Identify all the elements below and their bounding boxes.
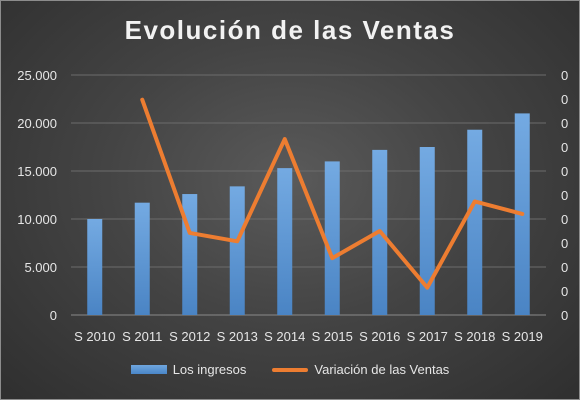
legend-item-variacion: Variación de las Ventas (272, 362, 449, 377)
legend-swatch-variacion (272, 367, 309, 372)
legend-swatch-ingresos (130, 365, 167, 374)
x-tick-label: S 2016 (359, 329, 400, 344)
y-tick-label: 20.000 (17, 116, 57, 131)
bar (324, 161, 340, 315)
y-right-tick-label: 0 (561, 164, 568, 179)
y-right-tick-label: 0 (561, 260, 568, 275)
y-right-tick-label: 0 (561, 68, 568, 83)
y-right-tick-label: 0 (561, 116, 568, 131)
chart-legend: Los ingresos Variación de las Ventas (1, 362, 579, 377)
x-tick-label: S 2019 (502, 329, 543, 344)
y-tick-label: 5.000 (24, 260, 57, 275)
x-tick-label: S 2010 (74, 329, 115, 344)
bar (419, 147, 435, 315)
x-tick-label: S 2012 (169, 329, 210, 344)
legend-item-ingresos: Los ingresos (130, 362, 247, 377)
bar (229, 186, 245, 315)
y-right-tick-label: 0 (561, 236, 568, 251)
y-tick-label: 0 (50, 308, 57, 323)
bar (467, 129, 483, 315)
bar (134, 202, 150, 315)
y-right-tick-label: 0 (561, 140, 568, 155)
y-tick-label: 15.000 (17, 164, 57, 179)
y-right-tick-label: 0 (561, 92, 568, 107)
x-tick-label: S 2011 (122, 329, 162, 344)
y-right-tick-label: 0 (561, 284, 568, 299)
legend-label-ingresos: Los ingresos (172, 362, 247, 377)
chart-title: Evolución de las Ventas (124, 15, 456, 45)
y-right-tick-label: 0 (561, 212, 568, 227)
x-tick-label: S 2018 (454, 329, 495, 344)
bar (182, 194, 198, 315)
y-tick-label: 10.000 (17, 212, 57, 227)
y-right-tick-label: 0 (561, 188, 568, 203)
bar (277, 168, 293, 315)
bar (87, 219, 103, 315)
x-tick-label: S 2013 (217, 329, 258, 344)
legend-label-variacion: Variación de las Ventas (314, 362, 450, 377)
y-tick-label: 25.000 (17, 68, 57, 83)
x-tick-label: S 2014 (264, 329, 305, 344)
y-right-tick-label: 0 (561, 308, 568, 323)
x-tick-label: S 2017 (407, 329, 448, 344)
x-tick-label: S 2015 (312, 329, 353, 344)
